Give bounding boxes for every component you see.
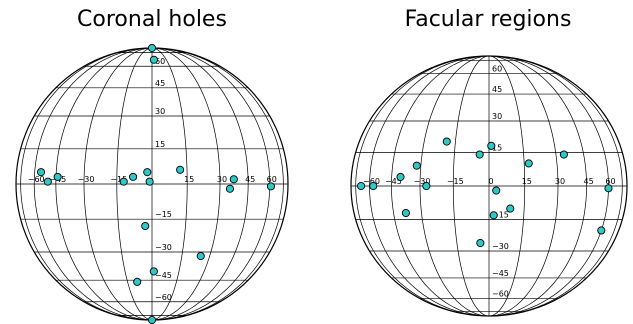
data-point [396, 172, 405, 181]
data-point [476, 238, 485, 248]
data-point [149, 267, 158, 276]
lon-tick-label: −30 [78, 175, 95, 184]
data-point [145, 177, 154, 186]
lon-tick-label: 0 [488, 177, 493, 186]
lat-tick-label: −60 [155, 293, 172, 302]
lat-tick-label: 30 [155, 107, 165, 116]
lon-tick-label: −60 [28, 175, 45, 184]
data-point [196, 252, 205, 261]
data-point [369, 181, 378, 191]
data-point [559, 150, 568, 159]
lon-tick-label: −45 [385, 177, 402, 186]
lon-tick-label: −15 [447, 177, 464, 186]
data-point [147, 43, 157, 53]
data-point [442, 137, 451, 146]
lat-tick-label: 15 [155, 140, 165, 149]
lon-tick-label: 60 [267, 175, 277, 184]
data-point [36, 168, 46, 177]
data-point [489, 211, 498, 220]
lat-tick-label: −60 [492, 290, 509, 299]
data-point [412, 161, 421, 170]
lat-tick-label: 60 [155, 57, 165, 66]
data-point [266, 182, 275, 191]
data-point [475, 150, 484, 159]
lat-tick-label: −30 [492, 242, 509, 251]
lon-tick-label: −60 [363, 177, 380, 186]
lat-tick-label: 45 [492, 85, 502, 94]
data-point [176, 165, 185, 174]
data-point [229, 175, 238, 184]
data-point [524, 159, 533, 168]
lon-tick-label: 30 [217, 175, 227, 184]
lat-tick-label: −45 [492, 269, 509, 278]
data-point [597, 226, 606, 235]
data-point [147, 315, 157, 324]
data-point [43, 177, 52, 186]
lon-tick-label: 15 [184, 175, 194, 184]
lat-tick-label: 30 [492, 112, 502, 121]
data-point [53, 172, 62, 181]
lat-tick-label: 15 [492, 143, 502, 152]
lon-tick-label: 45 [583, 177, 593, 186]
lon-tick-label: −30 [414, 177, 431, 186]
data-point [129, 172, 138, 181]
lon-tick-label: −15 [110, 175, 127, 184]
lat-tick-label: 45 [155, 79, 165, 88]
lon-tick-label: 15 [522, 177, 532, 186]
data-point [149, 55, 158, 64]
data-point [422, 181, 431, 191]
chart-title-facular-regions: Facular regions [405, 7, 572, 32]
data-point [133, 277, 142, 286]
data-point [506, 204, 515, 213]
data-point [119, 177, 128, 186]
lat-tick-label: −30 [155, 243, 172, 252]
lat-tick-label: −45 [155, 271, 172, 280]
lat-tick-label: −15 [155, 210, 172, 219]
data-point [492, 186, 501, 195]
chart-title-coronal-holes: Coronal holes [77, 7, 227, 32]
solar-disk-facular-regions: −60 −45 −30 −15 0 15 30 45 60 60 45 30 15 −15 −30 −45 −6… [350, 55, 628, 317]
data-point [356, 181, 366, 191]
lon-tick-label: 45 [245, 175, 255, 184]
lat-tick-label: 60 [492, 64, 502, 73]
data-point [401, 208, 410, 218]
lon-tick-label: 60 [605, 177, 615, 186]
data-point [143, 168, 152, 177]
data-point [225, 184, 235, 193]
data-point [487, 141, 496, 150]
lat-tick-label: −15 [492, 211, 509, 220]
data-point [604, 184, 613, 193]
data-point [141, 221, 150, 231]
lon-tick-label: 30 [555, 177, 565, 186]
